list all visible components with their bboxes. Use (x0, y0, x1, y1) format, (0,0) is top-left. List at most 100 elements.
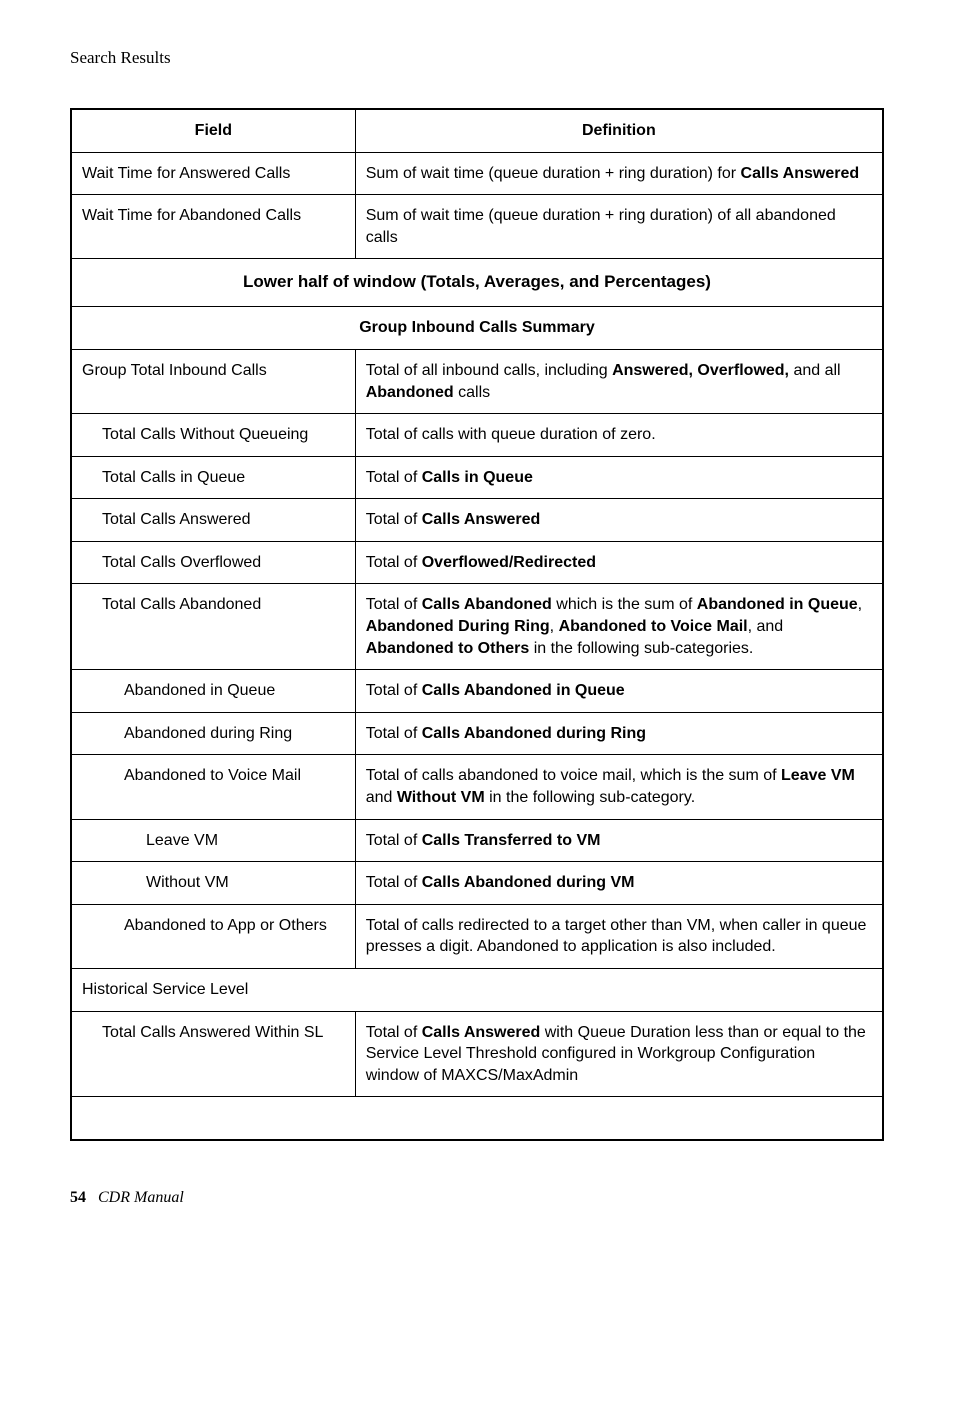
table-row: Historical Service Level (71, 969, 883, 1012)
section-header-row: Lower half of window (Totals, Averages, … (71, 259, 883, 307)
cell-field: Total Calls Abandoned (71, 584, 355, 670)
col-header-definition: Definition (355, 109, 883, 152)
cell-field: Abandoned during Ring (71, 712, 355, 755)
cell-field: Wait Time for Abandoned Calls (71, 195, 355, 259)
cell-field: Abandoned to App or Others (71, 904, 355, 968)
cell-field: Abandoned in Queue (71, 670, 355, 713)
bold-text: Calls Transferred to VM (422, 832, 601, 849)
text: and (366, 789, 397, 806)
bold-text: Without VM (397, 789, 485, 806)
text: Total of (366, 469, 422, 486)
text: Total of (366, 832, 422, 849)
table-row: Group Total Inbound Calls Total of all i… (71, 349, 883, 413)
text: , and (748, 618, 784, 635)
table-row: Abandoned in Queue Total of Calls Abando… (71, 670, 883, 713)
text: in the following sub-category. (485, 789, 695, 806)
table-row-empty (71, 1097, 883, 1140)
table-row: Total Calls Answered Within SL Total of … (71, 1011, 883, 1097)
text: Sum of wait time (queue duration + ring … (366, 165, 741, 182)
bold-text: Leave VM (781, 767, 855, 784)
cell-field: Total Calls Without Queueing (71, 414, 355, 457)
text: Total of (366, 596, 422, 613)
table-row: Abandoned to App or Others Total of call… (71, 904, 883, 968)
cell-definition: Total of Calls Answered (355, 499, 883, 542)
text: Total of all inbound calls, including (366, 362, 612, 379)
table-row: Abandoned to Voice Mail Total of calls a… (71, 755, 883, 819)
text: in the following sub-categories. (529, 640, 753, 657)
table-row: Total Calls in Queue Total of Calls in Q… (71, 456, 883, 499)
cell-definition: Sum of wait time (queue duration + ring … (355, 152, 883, 195)
cell-field: Total Calls Overflowed (71, 541, 355, 584)
text: , (550, 618, 559, 635)
sub-header-cell: Group Inbound Calls Summary (71, 307, 883, 350)
table-row: Without VM Total of Calls Abandoned duri… (71, 862, 883, 905)
cell-field: Wait Time for Answered Calls (71, 152, 355, 195)
cell-definition: Total of Calls Abandoned during VM (355, 862, 883, 905)
text: Total of (366, 511, 422, 528)
table-row: Total Calls Abandoned Total of Calls Aba… (71, 584, 883, 670)
table-row: Leave VM Total of Calls Transferred to V… (71, 819, 883, 862)
text: Total of (366, 874, 422, 891)
text: Total of (366, 1024, 422, 1041)
cell-definition: Total of all inbound calls, including An… (355, 349, 883, 413)
sub-header-row: Group Inbound Calls Summary (71, 307, 883, 350)
text: Total of (366, 554, 422, 571)
table-row: Total Calls Answered Total of Calls Answ… (71, 499, 883, 542)
bold-text: Abandoned to Others (366, 640, 530, 657)
cell-field: Leave VM (71, 819, 355, 862)
bold-text: Calls in Queue (422, 469, 533, 486)
book-title: CDR Manual (98, 1189, 184, 1206)
text: Total of (366, 682, 422, 699)
bold-text: Calls Answered (422, 1024, 541, 1041)
text: Total of (366, 725, 422, 742)
cell-definition: Total of calls redirected to a target ot… (355, 904, 883, 968)
cell-definition: Sum of wait time (queue duration + ring … (355, 195, 883, 259)
cell-field: Abandoned to Voice Mail (71, 755, 355, 819)
bold-text: Calls Abandoned during VM (422, 874, 635, 891)
table-row: Wait Time for Answered Calls Sum of wait… (71, 152, 883, 195)
page-number: 54 (70, 1189, 86, 1206)
section-header-cell: Lower half of window (Totals, Averages, … (71, 259, 883, 307)
table-row: Total Calls Without Queueing Total of ca… (71, 414, 883, 457)
bold-text: Overflowed/Redirected (422, 554, 596, 571)
bold-text: Abandoned During Ring (366, 618, 550, 635)
cell-field: Group Total Inbound Calls (71, 349, 355, 413)
bold-text: Calls Answered (741, 165, 860, 182)
empty-cell (71, 1097, 883, 1140)
bold-text: Abandoned (366, 384, 454, 401)
cell-definition: Total of Overflowed/Redirected (355, 541, 883, 584)
cell-definition: Total of Calls Transferred to VM (355, 819, 883, 862)
cell-field: Without VM (71, 862, 355, 905)
bold-text: Answered, Overflowed, (612, 362, 789, 379)
text: calls (454, 384, 490, 401)
table-row: Total Calls Overflowed Total of Overflow… (71, 541, 883, 584)
cell-definition: Total of calls with queue duration of ze… (355, 414, 883, 457)
cell-definition: Total of Calls Abandoned which is the su… (355, 584, 883, 670)
bold-text: Calls Abandoned in Queue (422, 682, 625, 699)
cell-definition: Total of Calls Answered with Queue Durat… (355, 1011, 883, 1097)
text: which is the sum of (552, 596, 697, 613)
cell-definition: Total of Calls Abandoned in Queue (355, 670, 883, 713)
text: Total of calls abandoned to voice mail, … (366, 767, 781, 784)
text: and all (789, 362, 841, 379)
cell-definition: Total of Calls in Queue (355, 456, 883, 499)
table-row: Abandoned during Ring Total of Calls Aba… (71, 712, 883, 755)
page-footer: 54 CDR Manual (70, 1189, 884, 1207)
bold-text: Abandoned to Voice Mail (559, 618, 748, 635)
definitions-table: Field Definition Wait Time for Answered … (70, 108, 884, 1141)
bold-text: Calls Answered (422, 511, 541, 528)
cell-definition: Total of calls abandoned to voice mail, … (355, 755, 883, 819)
cell-field: Total Calls Answered (71, 499, 355, 542)
col-header-field: Field (71, 109, 355, 152)
bold-text: Calls Abandoned during Ring (422, 725, 646, 742)
page-header: Search Results (70, 48, 884, 68)
table-header-row: Field Definition (71, 109, 883, 152)
cell-definition: Total of Calls Abandoned during Ring (355, 712, 883, 755)
table-row: Wait Time for Abandoned Calls Sum of wai… (71, 195, 883, 259)
cell-field: Total Calls in Queue (71, 456, 355, 499)
bold-text: Abandoned in Queue (697, 596, 858, 613)
bold-text: Calls Abandoned (422, 596, 552, 613)
cell-field: Total Calls Answered Within SL (71, 1011, 355, 1097)
text: , (858, 596, 862, 613)
cell-field-span: Historical Service Level (71, 969, 883, 1012)
